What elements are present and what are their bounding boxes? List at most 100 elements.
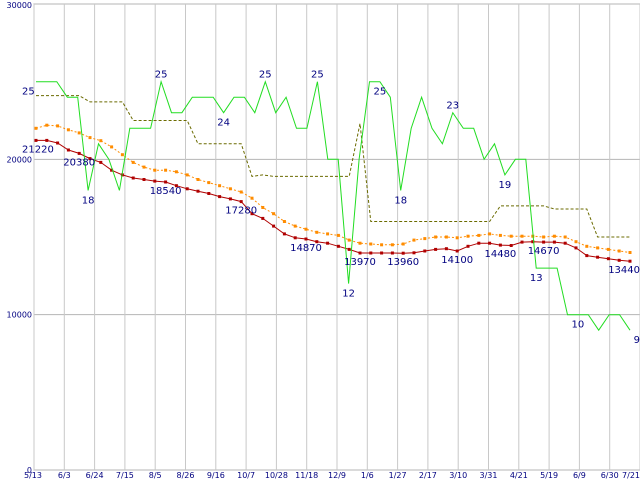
series-point-0	[110, 168, 114, 172]
series-point-1	[326, 232, 330, 236]
series-point-1	[153, 168, 157, 172]
data-label: 19	[499, 180, 512, 191]
series-point-0	[293, 236, 297, 240]
x-tick-label: 11/18	[295, 471, 318, 480]
data-label: 14670	[528, 246, 560, 257]
series-point-1	[239, 190, 243, 194]
series-point-1	[261, 206, 265, 209]
series-point-1	[596, 246, 600, 250]
data-label: 18	[82, 195, 95, 206]
series-point-1	[358, 241, 362, 245]
series-point-0	[131, 176, 135, 180]
series-point-1	[228, 187, 232, 191]
series-point-0	[250, 212, 254, 216]
series-point-1	[477, 233, 481, 237]
series-point-1	[509, 234, 513, 238]
series-point-0	[617, 258, 621, 262]
series-point-0	[498, 243, 502, 247]
series-point-0	[423, 249, 427, 253]
grid-lines	[33, 3, 640, 471]
data-label: 12	[342, 289, 355, 300]
x-tick-label: 9/16	[207, 471, 225, 480]
series-point-1	[196, 178, 200, 181]
data-label: 14100	[441, 255, 473, 266]
y-tick-label: 10000	[7, 311, 32, 320]
series-point-1	[218, 184, 222, 188]
x-tick-label: 6/3	[58, 471, 71, 480]
series-point-0	[88, 157, 92, 161]
series-point-0	[585, 254, 589, 258]
series-point-1	[498, 233, 502, 237]
series-point-1	[455, 236, 459, 240]
series-point-0	[412, 251, 416, 255]
series-point-0	[153, 179, 157, 183]
x-axis-tick-labels: 5/13 6/3 6/24 7/15 8/5 8/26 9/16 10/7 10/28 11/18…	[24, 471, 640, 480]
series-point-0	[455, 249, 459, 253]
x-tick-label: 1/6	[361, 471, 374, 480]
series-point-1	[617, 249, 621, 253]
data-label: 25	[374, 87, 387, 98]
series-point-0	[542, 240, 546, 244]
series-point-1	[401, 242, 405, 246]
series-point-0	[563, 241, 567, 245]
series-point-1	[380, 243, 384, 247]
series-point-1	[142, 165, 146, 169]
x-tick-label: 6/24	[86, 471, 104, 480]
series-point-0	[466, 244, 470, 248]
x-tick-label: 8/26	[177, 471, 195, 480]
series-point-0	[185, 187, 189, 191]
series-point-1	[272, 212, 276, 216]
series-point-1	[628, 251, 632, 254]
x-tick-label: 5/19	[540, 471, 558, 480]
series-line-0	[36, 139, 631, 262]
data-label: 13	[530, 273, 543, 284]
series-point-0	[444, 247, 448, 251]
data-label: 9	[634, 335, 640, 346]
series-point-0	[164, 180, 168, 184]
series-point-0	[509, 244, 513, 247]
series-point-1	[77, 131, 81, 135]
data-label: 14480	[484, 249, 516, 260]
series-point-1	[434, 235, 438, 239]
series-point-1	[390, 243, 394, 247]
x-tick-label: 12/9	[328, 471, 346, 480]
series-point-0	[336, 244, 340, 248]
series-point-0	[282, 232, 286, 236]
series-point-0	[434, 247, 438, 251]
series-point-1	[606, 247, 610, 251]
data-label: 13440	[608, 265, 640, 276]
series-point-1	[542, 235, 546, 239]
series-point-0	[261, 216, 265, 220]
series-point-1	[174, 170, 178, 174]
data-label: 13970	[344, 257, 376, 268]
x-tick-label: 8/5	[149, 471, 162, 480]
series-point-1	[293, 224, 297, 228]
series-point-1	[444, 235, 448, 239]
data-label: 25	[259, 70, 272, 81]
series-point-0	[228, 197, 232, 201]
series-point-0	[326, 241, 330, 245]
series-point-0	[196, 189, 200, 193]
x-tick-label: 10/7	[237, 471, 255, 480]
series-point-0	[304, 237, 308, 241]
x-tick-label: 5/13	[24, 471, 42, 480]
series-point-0	[531, 240, 535, 244]
x-tick-label: 7/21	[622, 471, 640, 480]
series-point-1	[466, 234, 470, 238]
series-point-1	[552, 234, 556, 238]
series-point-1	[574, 240, 578, 244]
x-tick-label: 6/30	[601, 471, 619, 480]
data-label: 14870	[290, 243, 322, 254]
series-point-0	[477, 241, 481, 245]
data-label: 23	[446, 101, 459, 112]
series-point-0	[207, 192, 211, 195]
series-point-1	[45, 123, 49, 127]
series-point-1	[315, 230, 319, 234]
series-point-0	[272, 224, 276, 228]
series-point-1	[88, 136, 92, 140]
x-tick-label: 6/9	[573, 471, 586, 480]
series-point-0	[56, 141, 60, 145]
y-tick-label: 0	[27, 466, 32, 475]
series-point-0	[239, 200, 243, 204]
x-tick-label: 2/17	[419, 471, 437, 480]
